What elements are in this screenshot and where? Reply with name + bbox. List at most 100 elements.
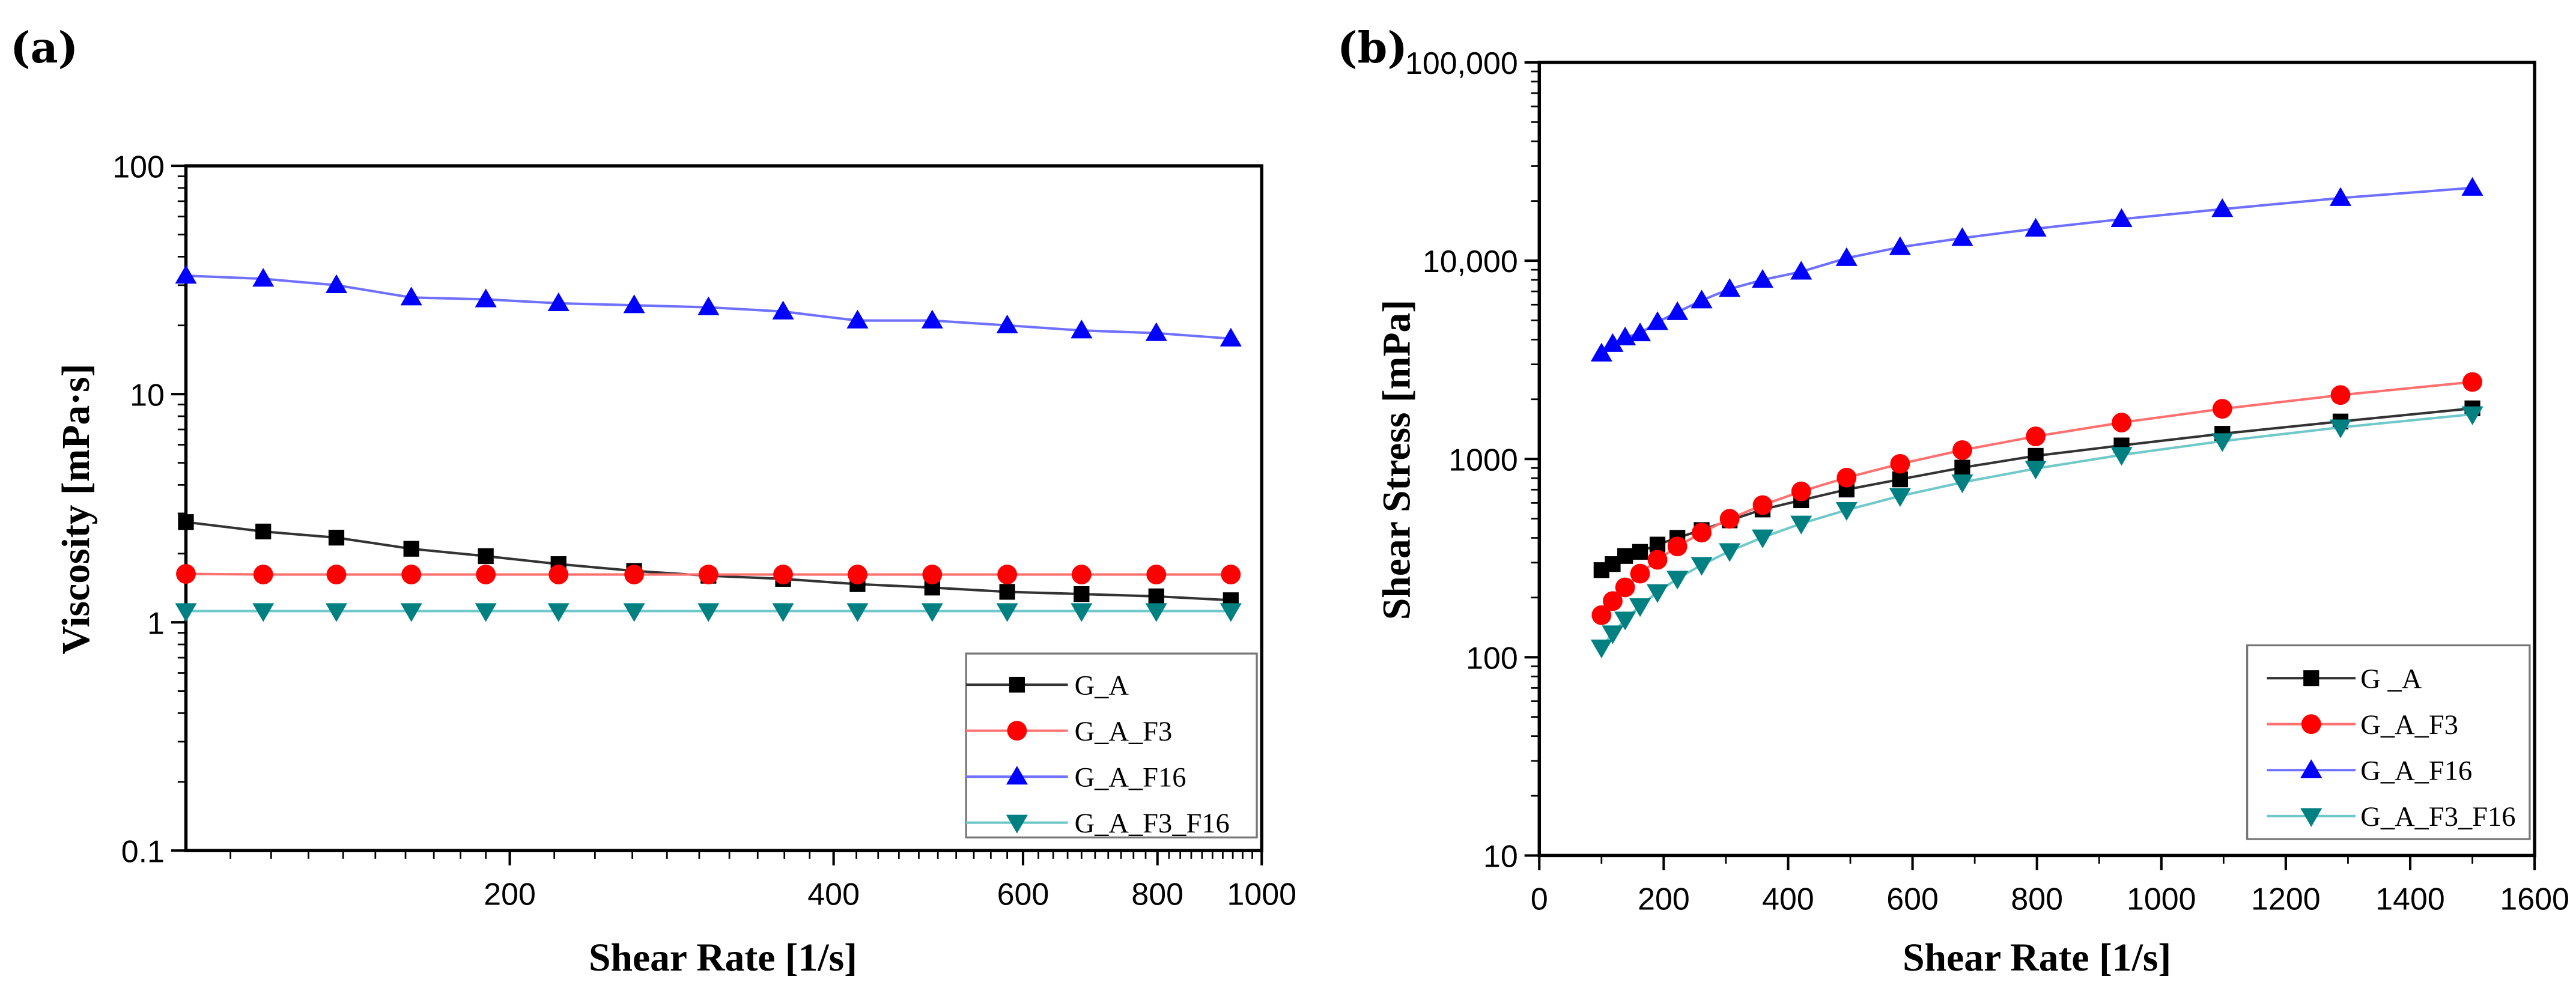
data-point bbox=[772, 603, 794, 622]
data-point bbox=[1590, 342, 1612, 362]
data-point bbox=[922, 565, 943, 584]
y-axis-title-b: Shear Stress [mPa] bbox=[1375, 300, 1418, 620]
data-point bbox=[1790, 261, 1812, 280]
x-tick-label: 1600 bbox=[2500, 882, 2569, 917]
data-point bbox=[400, 286, 422, 306]
data-point bbox=[1951, 227, 1973, 246]
y-tick-label: 10 bbox=[130, 378, 165, 413]
x-tick-label: 1000 bbox=[2127, 882, 2196, 917]
data-point bbox=[1719, 543, 1741, 562]
data-point bbox=[1221, 565, 1241, 584]
data-point bbox=[476, 565, 496, 584]
data-point bbox=[1835, 247, 1858, 266]
data-point bbox=[255, 523, 272, 540]
data-point bbox=[475, 288, 497, 308]
data-point bbox=[547, 292, 570, 312]
data-point bbox=[921, 603, 943, 622]
data-point bbox=[996, 314, 1018, 333]
data-point bbox=[1602, 625, 1624, 644]
series-g_a_f3_f16 bbox=[1590, 406, 2483, 659]
x-tick-label: 200 bbox=[484, 877, 536, 912]
legend-label: G_A_F3 bbox=[1075, 717, 1173, 747]
data-point bbox=[175, 603, 197, 622]
data-point bbox=[1752, 495, 1773, 515]
y-tick-label: 100,000 bbox=[1405, 46, 1518, 81]
data-point bbox=[1952, 440, 1972, 460]
viscosity-chart: (a) Shear Rate [1/s] Viscosity [mPa·s] 0… bbox=[10, 22, 1296, 980]
data-point bbox=[1889, 236, 1911, 255]
data-point bbox=[252, 268, 275, 287]
data-point bbox=[1602, 333, 1624, 352]
data-point bbox=[1647, 584, 1669, 603]
data-point bbox=[176, 564, 196, 584]
panel-label-a: (a) bbox=[10, 22, 78, 73]
data-point bbox=[403, 541, 419, 557]
data-point bbox=[997, 565, 1018, 584]
data-point bbox=[2211, 198, 2234, 217]
data-point bbox=[1629, 322, 1651, 342]
legend-label: G_A_F3_F16 bbox=[1075, 808, 1230, 839]
series-line bbox=[1600, 186, 2473, 355]
data-point bbox=[1630, 563, 1650, 584]
legend-marker bbox=[2300, 808, 2322, 827]
plot-frame bbox=[184, 164, 1263, 852]
data-point bbox=[1629, 598, 1651, 617]
data-point bbox=[478, 548, 494, 565]
data-point bbox=[697, 296, 720, 315]
data-point bbox=[1667, 536, 1687, 557]
legend-label: G _A bbox=[2360, 664, 2422, 695]
x-axis-title-a: Shear Rate [1/s] bbox=[589, 936, 857, 980]
data-point bbox=[2110, 447, 2133, 466]
data-point bbox=[1074, 586, 1090, 602]
data-point bbox=[1603, 591, 1623, 611]
data-point bbox=[328, 530, 345, 546]
legend-marker bbox=[1009, 676, 1025, 693]
data-point bbox=[175, 265, 197, 284]
x-tick-label: 0 bbox=[1531, 882, 1548, 917]
series-g_a bbox=[178, 514, 1239, 608]
data-point bbox=[1719, 278, 1741, 297]
data-point bbox=[1071, 320, 1093, 339]
data-point bbox=[1146, 565, 1167, 584]
data-point bbox=[1666, 571, 1689, 590]
data-point bbox=[697, 603, 720, 622]
data-point bbox=[2212, 399, 2232, 419]
y-tick-label: 100 bbox=[1466, 641, 1518, 676]
data-point bbox=[400, 603, 422, 622]
x-tick-label: 200 bbox=[1638, 882, 1690, 917]
series-g_a_f3 bbox=[176, 564, 1241, 584]
data-point bbox=[548, 565, 569, 584]
legend-marker bbox=[1007, 721, 1027, 741]
data-point bbox=[1890, 453, 1910, 474]
y-tick-label: 10 bbox=[1483, 840, 1518, 874]
data-point bbox=[326, 565, 347, 584]
data-point bbox=[1591, 605, 1612, 625]
data-point bbox=[2461, 406, 2483, 425]
data-point bbox=[252, 603, 275, 622]
data-point bbox=[2461, 177, 2483, 196]
data-point bbox=[2462, 372, 2482, 392]
data-point bbox=[624, 565, 645, 584]
data-point bbox=[921, 309, 943, 329]
data-point bbox=[1148, 588, 1164, 605]
data-point bbox=[2110, 208, 2133, 227]
y-tick-label: 100 bbox=[112, 150, 165, 184]
x-tick-label: 1000 bbox=[1227, 877, 1296, 912]
legend-label: G_A_F16 bbox=[2360, 756, 2472, 787]
data-point bbox=[1632, 544, 1648, 560]
y-tick-label: 1000 bbox=[1448, 443, 1518, 477]
x-tick-label: 1200 bbox=[2251, 882, 2321, 917]
data-point bbox=[846, 309, 869, 329]
data-point bbox=[1951, 474, 1973, 494]
data-point bbox=[623, 603, 645, 622]
x-axis-title-b: Shear Rate [1/s] bbox=[1903, 936, 2171, 980]
data-point bbox=[846, 603, 869, 622]
data-point bbox=[1590, 639, 1612, 659]
x-tick-label: 800 bbox=[2011, 882, 2063, 917]
data-point bbox=[1791, 481, 1811, 502]
legend-label: G_A_F16 bbox=[1075, 763, 1186, 793]
data-point bbox=[1666, 301, 1689, 320]
x-tick-label: 400 bbox=[807, 877, 860, 912]
data-point bbox=[1690, 557, 1713, 576]
